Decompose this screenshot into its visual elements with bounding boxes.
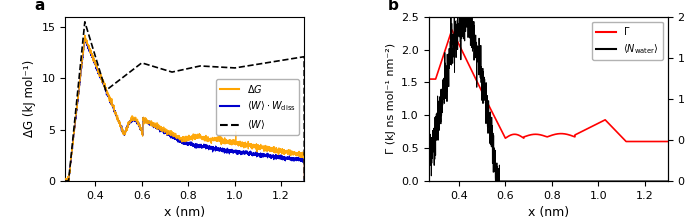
X-axis label: x (nm): x (nm) bbox=[527, 206, 569, 219]
Text: a: a bbox=[34, 0, 45, 13]
Legend: $\Gamma$, $\langle N_\mathrm{water} \rangle$: $\Gamma$, $\langle N_\mathrm{water} \ran… bbox=[593, 22, 663, 60]
Y-axis label: Γ (kJ ns mol⁻¹ nm⁻²): Γ (kJ ns mol⁻¹ nm⁻²) bbox=[386, 43, 396, 154]
Legend: $\Delta G$, $\langle W \rangle \cdot W_\mathrm{diss}$, $\langle W \rangle$: $\Delta G$, $\langle W \rangle \cdot W_\… bbox=[216, 79, 299, 135]
Text: b: b bbox=[388, 0, 399, 13]
X-axis label: x (nm): x (nm) bbox=[164, 206, 206, 219]
Y-axis label: ΔG (kJ mol⁻¹): ΔG (kJ mol⁻¹) bbox=[23, 60, 36, 137]
